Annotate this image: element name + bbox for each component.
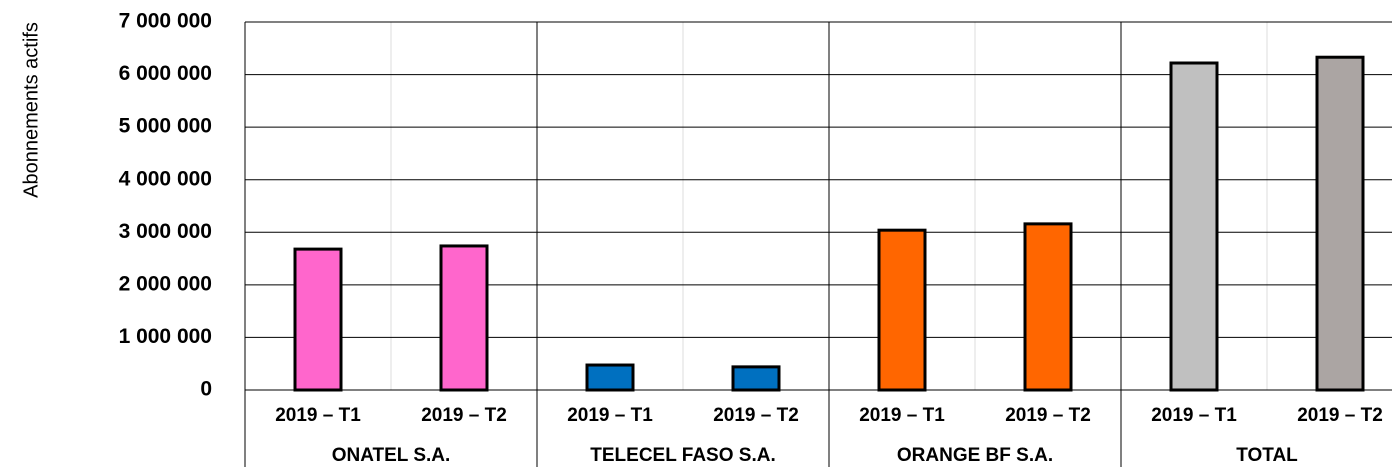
y-tick-label: 7 000 000 bbox=[119, 10, 212, 33]
group-label: ONATEL S.A. bbox=[332, 445, 451, 466]
x-tick-label: 2019 – T2 bbox=[713, 405, 799, 426]
bar bbox=[585, 363, 635, 392]
x-tick-label: 2019 – T1 bbox=[1151, 405, 1237, 426]
x-tick-label: 2019 – T1 bbox=[275, 405, 361, 426]
bar bbox=[439, 244, 489, 392]
bar bbox=[1315, 55, 1365, 392]
group-label: TELECEL FASO S.A. bbox=[590, 445, 775, 466]
x-tick-label: 2019 – T2 bbox=[1297, 405, 1383, 426]
y-tick-label: 1 000 000 bbox=[119, 325, 212, 348]
x-tick-label: 2019 – T1 bbox=[567, 405, 653, 426]
y-tick-label: 3 000 000 bbox=[119, 220, 212, 243]
bar bbox=[293, 247, 343, 392]
bar bbox=[877, 228, 927, 392]
group-label: ORANGE BF S.A. bbox=[897, 445, 1053, 466]
x-tick-label: 2019 – T2 bbox=[421, 405, 507, 426]
x-tick-label: 2019 – T1 bbox=[859, 405, 945, 426]
y-tick-label: 5 000 000 bbox=[119, 115, 212, 138]
group-label: TOTAL bbox=[1236, 445, 1298, 466]
y-axis-label: Abonnements actifs bbox=[20, 22, 42, 198]
y-tick-label: 0 bbox=[200, 378, 212, 401]
bar bbox=[1023, 222, 1073, 392]
y-tick-label: 2 000 000 bbox=[119, 272, 212, 295]
bar bbox=[731, 365, 781, 392]
y-tick-label: 4 000 000 bbox=[119, 167, 212, 190]
bar bbox=[1169, 61, 1219, 392]
x-tick-label: 2019 – T2 bbox=[1005, 405, 1091, 426]
y-tick-label: 6 000 000 bbox=[119, 62, 212, 85]
